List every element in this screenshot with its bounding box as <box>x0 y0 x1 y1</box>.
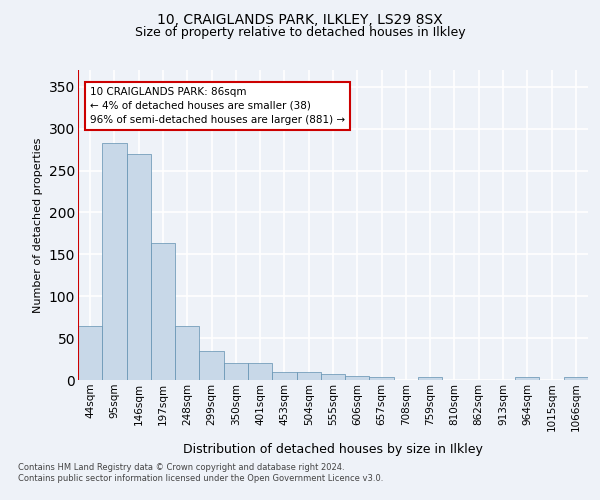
Bar <box>248 363 272 380</box>
Bar <box>127 154 151 380</box>
Bar <box>564 378 588 380</box>
Bar <box>345 376 370 380</box>
Bar <box>78 326 102 380</box>
Bar <box>296 372 321 380</box>
Bar <box>370 376 394 380</box>
Bar <box>321 374 345 380</box>
Text: Contains HM Land Registry data © Crown copyright and database right 2024.: Contains HM Land Registry data © Crown c… <box>18 462 344 471</box>
Bar <box>515 378 539 380</box>
Y-axis label: Number of detached properties: Number of detached properties <box>33 138 43 312</box>
Bar <box>272 372 296 380</box>
Text: 10 CRAIGLANDS PARK: 86sqm
← 4% of detached houses are smaller (38)
96% of semi-d: 10 CRAIGLANDS PARK: 86sqm ← 4% of detach… <box>90 87 345 125</box>
Bar <box>175 326 199 380</box>
Bar <box>102 143 127 380</box>
Bar <box>224 363 248 380</box>
Bar <box>199 350 224 380</box>
Text: 10, CRAIGLANDS PARK, ILKLEY, LS29 8SX: 10, CRAIGLANDS PARK, ILKLEY, LS29 8SX <box>157 12 443 26</box>
Bar <box>418 378 442 380</box>
Text: Distribution of detached houses by size in Ilkley: Distribution of detached houses by size … <box>183 442 483 456</box>
Text: Contains public sector information licensed under the Open Government Licence v3: Contains public sector information licen… <box>18 474 383 483</box>
Bar <box>151 244 175 380</box>
Text: Size of property relative to detached houses in Ilkley: Size of property relative to detached ho… <box>134 26 466 39</box>
